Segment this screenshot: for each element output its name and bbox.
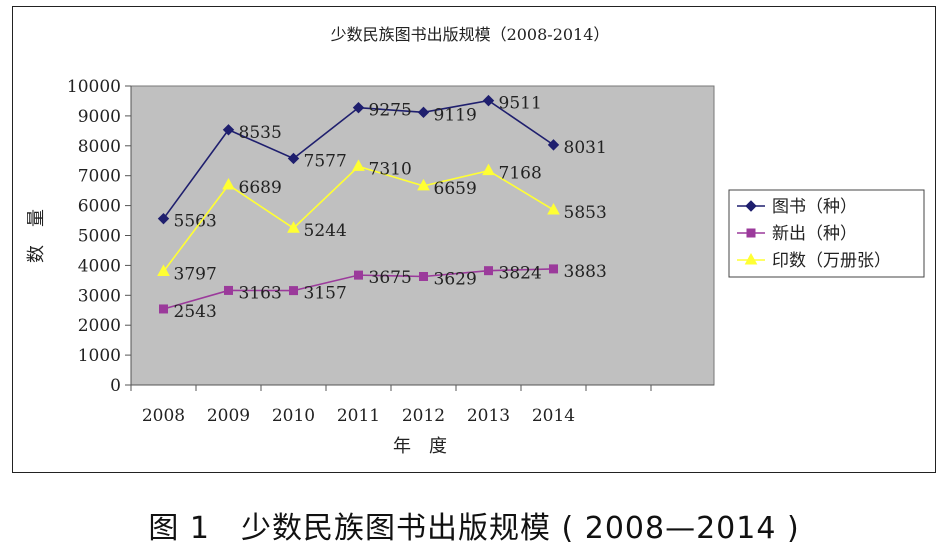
data-label: 3675 [369, 268, 412, 288]
data-point [287, 152, 300, 165]
y-tick-label: 10000 [67, 77, 121, 97]
x-tick-label: 2013 [467, 406, 510, 426]
data-point [352, 159, 365, 171]
data-label: 6689 [239, 178, 282, 198]
data-point [419, 271, 428, 281]
x-tick-label: 2014 [532, 406, 575, 426]
y-tick-label: 6000 [78, 197, 121, 217]
figure-caption: 图 1 少数民族图书出版规模 ( 2008—2014 ) [148, 511, 800, 546]
x-axis-title: 年 度 [393, 436, 447, 457]
data-label: 5563 [174, 212, 217, 232]
legend-swatch-marker [746, 228, 756, 238]
y-tick-label: 4000 [78, 256, 121, 276]
y-tick-label: 5000 [78, 227, 121, 247]
data-label: 5853 [564, 203, 607, 223]
data-label: 2543 [174, 302, 217, 322]
legend-entry: 图书（种） [772, 197, 857, 217]
y-tick-label: 9000 [78, 107, 121, 127]
data-label: 3824 [499, 264, 542, 284]
legend: 图书（种） 新出（种） 印数（万册张） [728, 189, 925, 278]
y-tick-label: 2000 [78, 316, 121, 336]
x-tick-label: 2010 [272, 406, 315, 426]
series-1: 5563 8535 7577 9275 9119 9511 8031 [157, 94, 607, 232]
data-label: 6659 [434, 179, 477, 199]
data-label: 3163 [239, 283, 282, 303]
data-label: 3797 [174, 264, 217, 284]
data-label: 8031 [564, 138, 607, 158]
y-tick-label: 0 [110, 376, 121, 396]
data-point [157, 212, 170, 225]
y-tick-label: 1000 [78, 346, 121, 366]
y-tick-label: 8000 [78, 137, 121, 157]
data-point [482, 163, 495, 176]
line-chart: 少数民族图书出版规模（2008-2014） 0 1000 2000 3000 4000 5… [26, 25, 925, 457]
data-label: 7168 [499, 164, 542, 184]
data-point [224, 285, 233, 295]
data-point [352, 101, 365, 114]
data-label: 8535 [239, 123, 282, 143]
legend-entry: 新出（种） [772, 224, 857, 244]
data-point [547, 139, 560, 151]
data-point [417, 106, 430, 119]
data-label: 3883 [564, 262, 607, 282]
data-label: 3157 [304, 284, 347, 304]
data-point [222, 177, 235, 190]
series-2: 2543 3163 3157 3675 3629 3824 3883 [159, 262, 607, 322]
legend-swatch-marker [745, 200, 757, 212]
data-point [482, 94, 495, 107]
y-axis-title: 数 量 [26, 209, 47, 263]
data-label: 3629 [434, 269, 477, 289]
data-point [159, 304, 168, 314]
legend-swatch-marker [744, 252, 758, 265]
data-point [549, 264, 558, 274]
data-point [417, 178, 430, 191]
data-point [157, 264, 170, 276]
data-point [287, 221, 300, 233]
data-point [222, 124, 235, 136]
legend-entry: 印数（万册张） [772, 251, 891, 271]
data-label: 9275 [369, 101, 412, 121]
data-label: 7310 [369, 159, 412, 179]
plot-area [130, 85, 715, 386]
x-tick-label: 2012 [402, 406, 445, 426]
data-label: 9119 [434, 105, 477, 125]
data-point [354, 270, 363, 280]
data-label: 9511 [499, 94, 542, 114]
data-label: 7577 [304, 151, 347, 171]
x-tick-label: 2008 [142, 406, 185, 426]
series-3: 3797 6689 5244 7310 6659 7168 5853 [157, 159, 607, 284]
data-label: 5244 [304, 221, 347, 241]
data-point [289, 286, 298, 296]
data-point [484, 266, 493, 276]
x-tick-label: 2009 [207, 406, 250, 426]
data-point [547, 202, 560, 215]
y-tick-label: 7000 [78, 167, 121, 187]
x-tick-label: 2011 [337, 406, 380, 426]
chart-title: 少数民族图书出版规模（2008-2014） [331, 25, 610, 44]
y-tick-label: 3000 [78, 286, 121, 306]
